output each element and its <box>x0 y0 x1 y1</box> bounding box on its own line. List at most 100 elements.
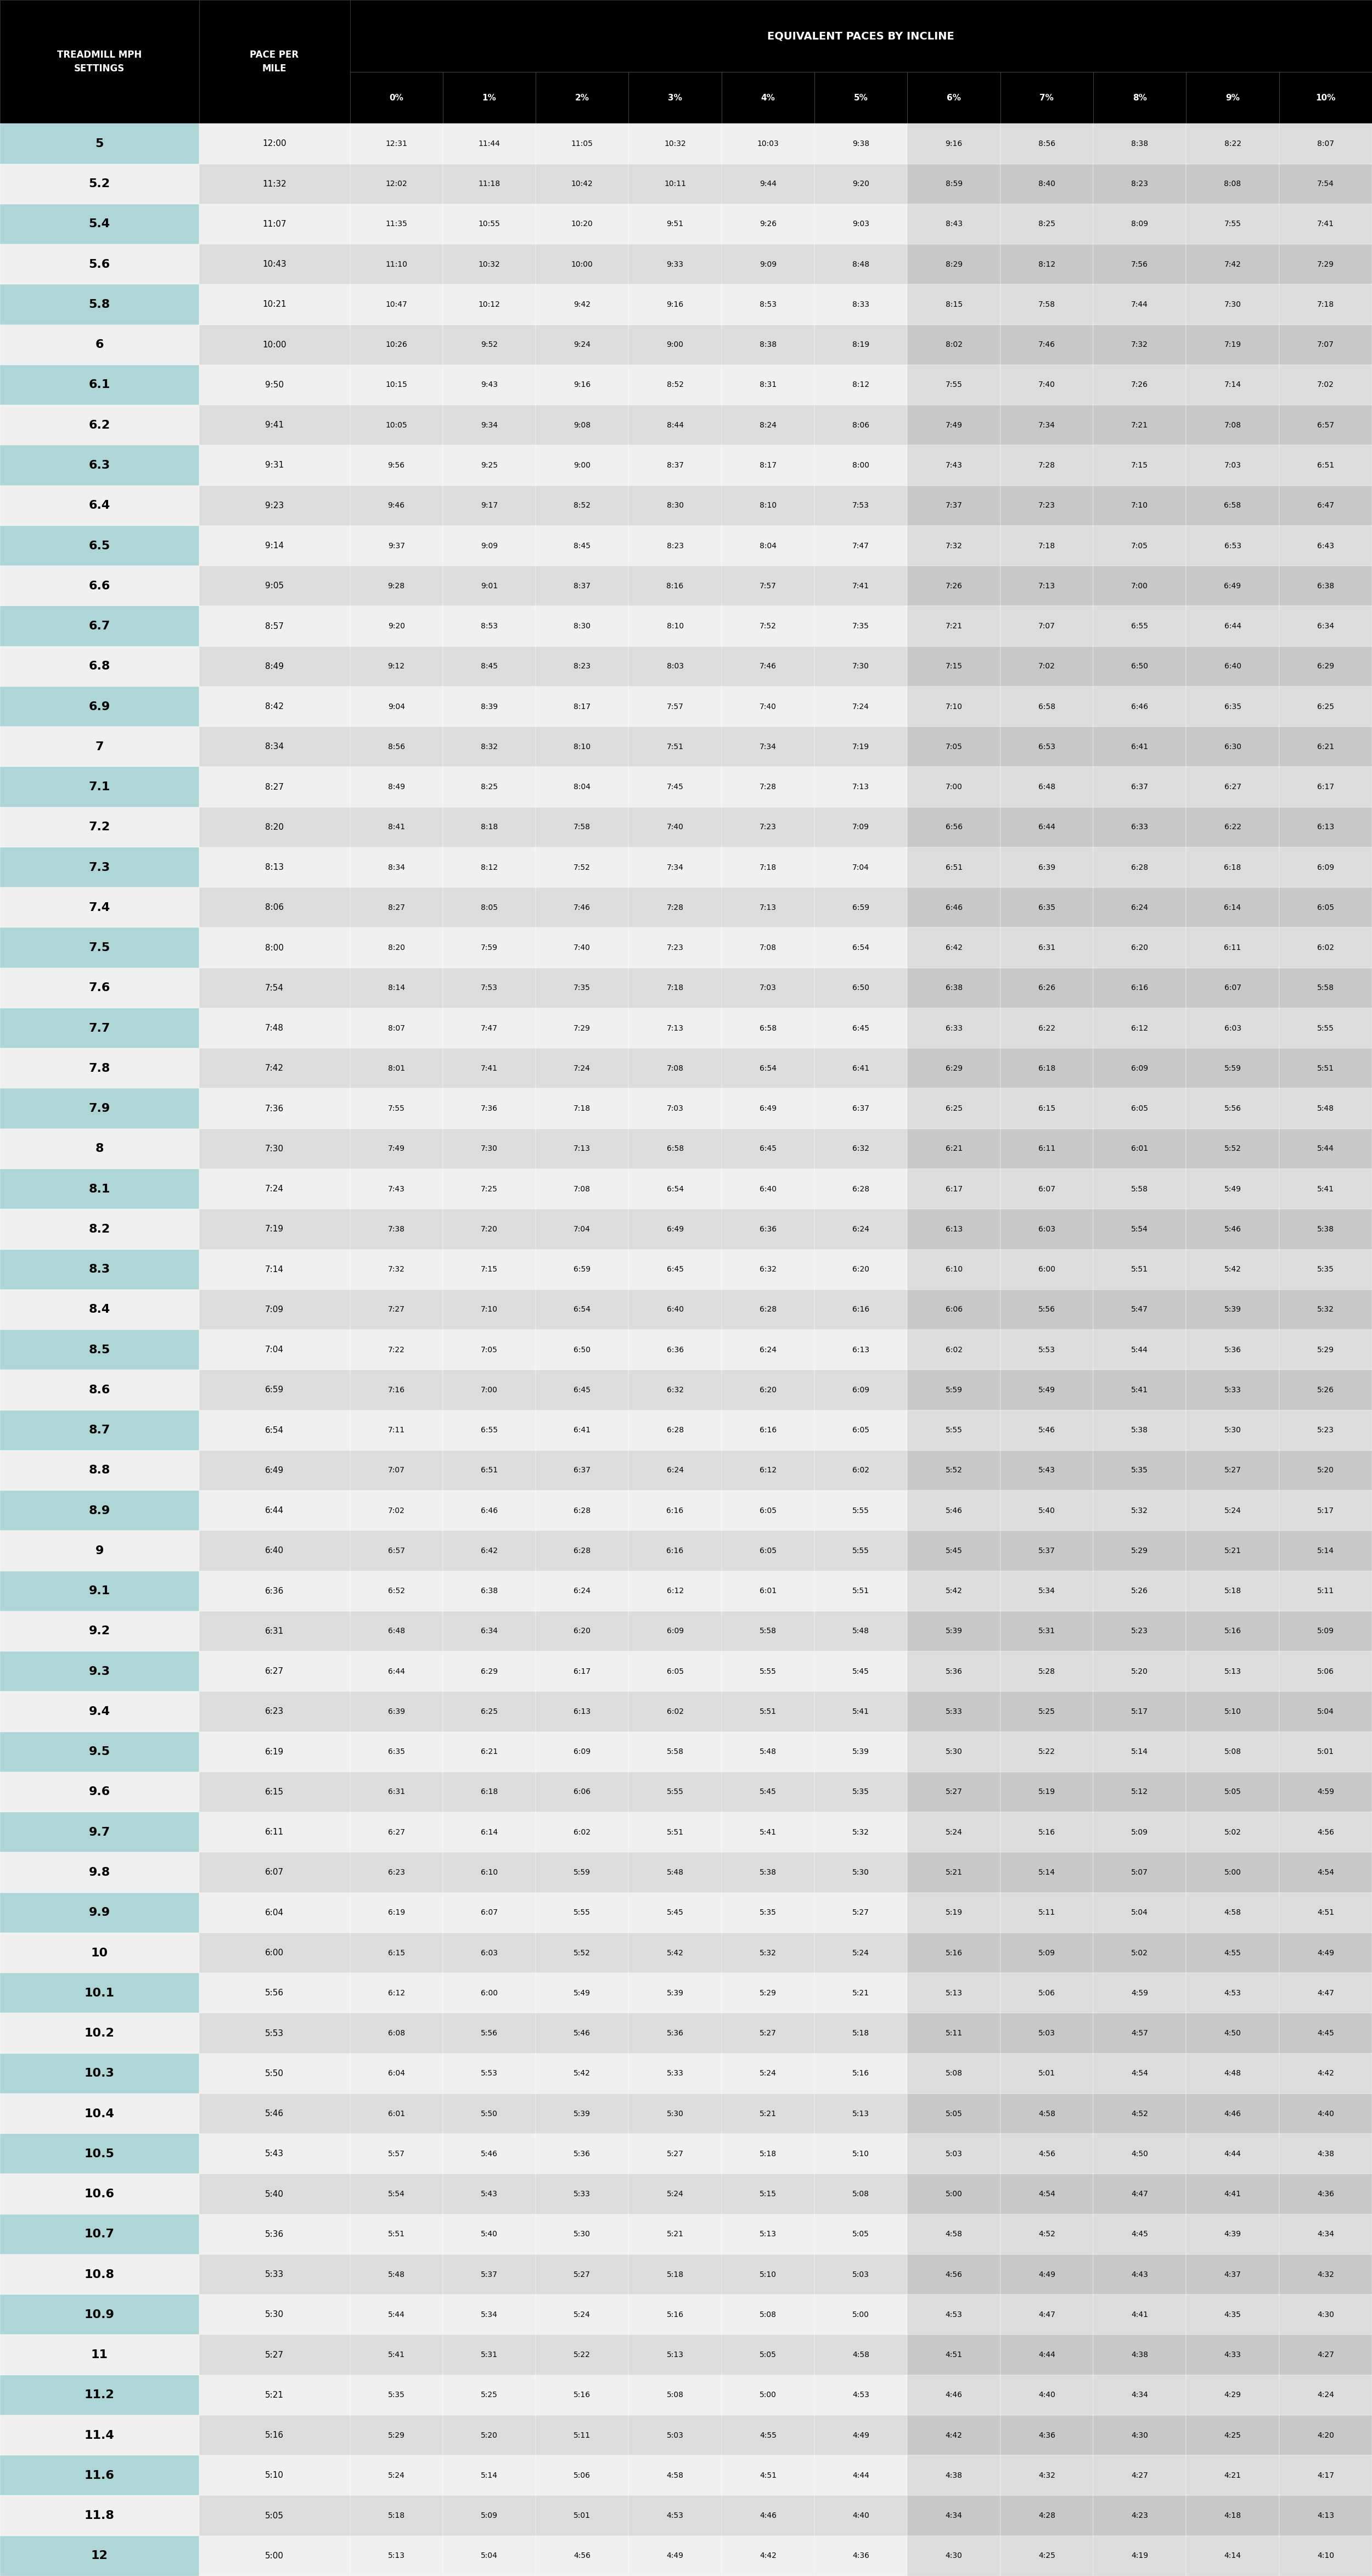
Text: 5:06: 5:06 <box>1317 1667 1334 1674</box>
Text: 10.7: 10.7 <box>85 2228 115 2239</box>
Bar <box>199 1170 350 1208</box>
Bar <box>1279 2375 1372 2416</box>
Text: 6:39: 6:39 <box>388 1708 405 1716</box>
Text: 7:21: 7:21 <box>945 623 962 631</box>
Bar <box>815 1329 907 1370</box>
Bar <box>907 2375 1000 2416</box>
Bar <box>1093 1249 1187 1291</box>
Bar <box>1187 2254 1279 2295</box>
Text: 7:23: 7:23 <box>1039 502 1055 510</box>
Text: 5:49: 5:49 <box>1039 1386 1055 1394</box>
Bar <box>199 2455 350 2496</box>
Bar <box>1093 1530 1187 1571</box>
Bar <box>443 2496 535 2535</box>
Bar <box>1000 1610 1093 1651</box>
Bar <box>0 404 199 446</box>
Bar <box>815 1811 907 1852</box>
Text: 6: 6 <box>95 340 104 350</box>
Bar <box>443 1249 535 1291</box>
Bar <box>1279 1973 1372 2014</box>
Text: 5:55: 5:55 <box>852 1507 870 1515</box>
Text: 5:10: 5:10 <box>265 2470 284 2481</box>
Text: 5:09: 5:09 <box>480 2512 498 2519</box>
Text: 5:14: 5:14 <box>480 2470 498 2478</box>
Text: 5:45: 5:45 <box>945 1548 962 1556</box>
Text: 5:23: 5:23 <box>1317 1427 1334 1435</box>
Text: 5:54: 5:54 <box>388 2190 405 2197</box>
Text: 8:53: 8:53 <box>760 301 777 309</box>
Bar <box>1279 283 1372 325</box>
Bar <box>350 1291 443 1329</box>
Bar <box>628 2133 722 2174</box>
Bar <box>199 204 350 245</box>
Text: 5:01: 5:01 <box>573 2512 591 2519</box>
Bar <box>535 1772 628 1811</box>
Text: 7:49: 7:49 <box>388 1144 405 1151</box>
Text: 6:07: 6:07 <box>480 1909 498 1917</box>
Bar <box>1187 1291 1279 1329</box>
Text: 9:42: 9:42 <box>573 301 591 309</box>
Bar <box>907 726 1000 768</box>
Bar <box>535 124 628 165</box>
Text: 5:19: 5:19 <box>945 1909 962 1917</box>
Text: 6:00: 6:00 <box>480 1989 498 1996</box>
Bar <box>199 1731 350 1772</box>
Text: 4:10: 4:10 <box>1317 2553 1334 2561</box>
Text: 5:18: 5:18 <box>1224 1587 1242 1595</box>
Bar <box>1000 567 1093 605</box>
Text: 10:32: 10:32 <box>664 139 686 147</box>
Bar <box>350 685 443 726</box>
Bar <box>350 1932 443 1973</box>
Text: 5:17: 5:17 <box>1131 1708 1148 1716</box>
Text: 8.9: 8.9 <box>89 1504 110 1517</box>
Text: 7:36: 7:36 <box>265 1105 284 1113</box>
Text: 5:10: 5:10 <box>760 2269 777 2277</box>
Text: 10:47: 10:47 <box>386 301 407 309</box>
Text: 5:08: 5:08 <box>945 2069 962 2076</box>
Bar <box>628 1208 722 1249</box>
Bar <box>628 446 722 484</box>
Bar <box>0 124 199 165</box>
Bar <box>722 1409 815 1450</box>
Text: 6:09: 6:09 <box>852 1386 870 1394</box>
Bar <box>0 2375 199 2416</box>
Text: 6:17: 6:17 <box>573 1667 591 1674</box>
Bar <box>443 1731 535 1772</box>
Text: 5:48: 5:48 <box>1317 1105 1334 1113</box>
Text: 6:40: 6:40 <box>667 1306 683 1314</box>
Bar <box>0 1291 199 1329</box>
Bar <box>815 72 907 124</box>
Text: 6:21: 6:21 <box>945 1144 962 1151</box>
Bar <box>535 446 628 484</box>
Text: 8:23: 8:23 <box>573 662 591 670</box>
Bar <box>0 1208 199 1249</box>
Text: 4:13: 4:13 <box>1317 2512 1334 2519</box>
Bar <box>350 484 443 526</box>
Bar <box>1000 1852 1093 1893</box>
Text: 7:13: 7:13 <box>573 1144 591 1151</box>
Text: 6:20: 6:20 <box>852 1265 870 1273</box>
Text: 6:58: 6:58 <box>1039 703 1055 711</box>
Text: 5:13: 5:13 <box>760 2231 777 2239</box>
Bar <box>0 484 199 526</box>
Bar <box>1000 1772 1093 1811</box>
Text: 5: 5 <box>95 139 104 149</box>
Text: 6:02: 6:02 <box>1317 943 1334 951</box>
Bar <box>722 1492 815 1530</box>
Text: 5:48: 5:48 <box>667 1868 683 1875</box>
Bar <box>199 245 350 283</box>
Text: 7:52: 7:52 <box>760 623 777 631</box>
Bar <box>199 1450 350 1492</box>
Text: 7:30: 7:30 <box>265 1144 284 1154</box>
Text: 5:09: 5:09 <box>1131 1829 1148 1837</box>
Text: 7:24: 7:24 <box>573 1064 590 1072</box>
Bar <box>443 2295 535 2334</box>
Text: 5:56: 5:56 <box>1039 1306 1055 1314</box>
Text: 5:05: 5:05 <box>1224 1788 1242 1795</box>
Text: 12: 12 <box>91 2550 108 2561</box>
Text: 4:58: 4:58 <box>667 2470 683 2478</box>
Text: 7: 7 <box>95 742 104 752</box>
Text: 5:55: 5:55 <box>852 1548 870 1556</box>
Text: 5:13: 5:13 <box>945 1989 962 1996</box>
Text: 5:01: 5:01 <box>1317 1749 1334 1757</box>
